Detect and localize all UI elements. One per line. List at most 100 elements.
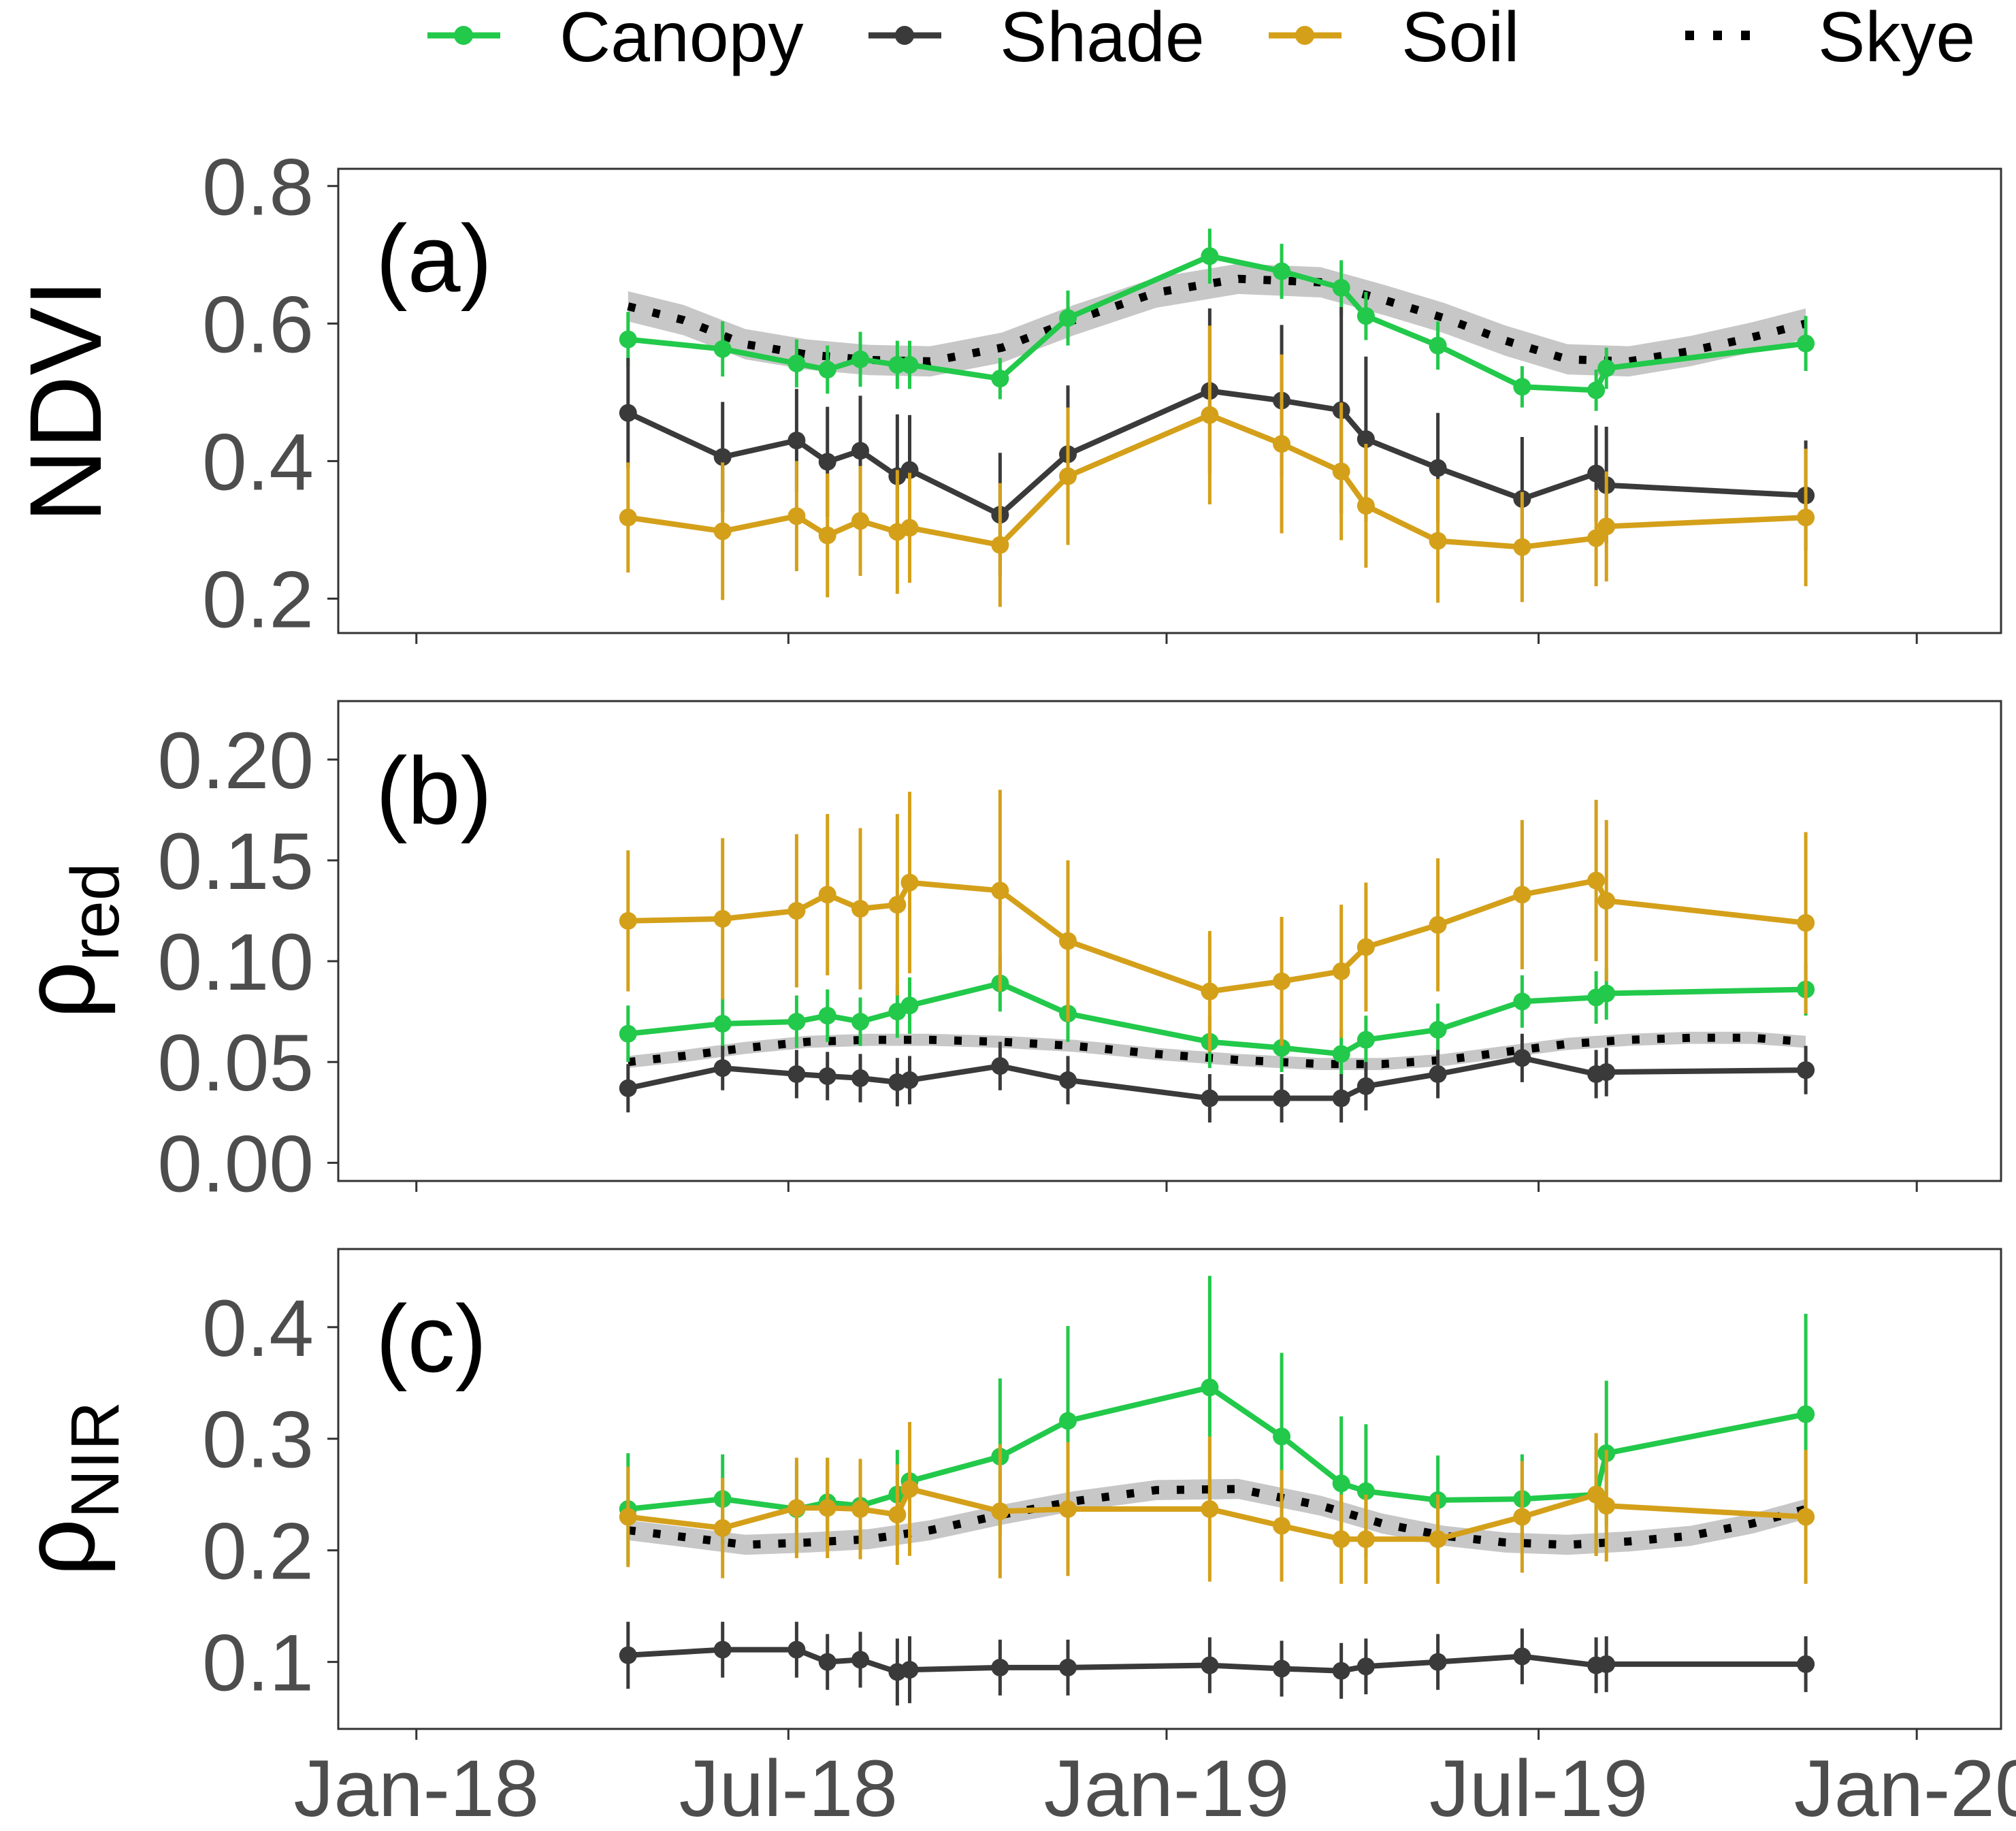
line-soil xyxy=(628,412,1806,550)
point-soil xyxy=(1587,871,1606,890)
point-shade xyxy=(1513,1647,1531,1666)
point-soil xyxy=(713,1519,732,1537)
point-shade xyxy=(900,1661,919,1679)
y-tick-label: 0.4 xyxy=(202,1284,314,1374)
point-canopy xyxy=(1332,278,1350,297)
series-shade xyxy=(619,1033,1815,1123)
point-soil xyxy=(1059,932,1077,950)
point-soil xyxy=(818,1499,836,1517)
legend: Canopy Shade Soil Skye xyxy=(427,0,1975,77)
point-soil xyxy=(1429,1530,1447,1549)
point-soil xyxy=(713,909,732,928)
point-soil xyxy=(1059,1500,1077,1519)
point-soil xyxy=(787,507,806,525)
legend-label-shade: Shade xyxy=(1000,0,1205,77)
point-soil xyxy=(991,536,1009,554)
point-shade xyxy=(991,1057,1009,1075)
point-shade xyxy=(787,1065,806,1084)
point-shade xyxy=(1273,1089,1291,1107)
skye-line xyxy=(628,1485,1807,1549)
point-soil xyxy=(1513,538,1531,556)
point-soil xyxy=(1429,916,1447,934)
point-canopy xyxy=(888,355,907,374)
plot-frame xyxy=(337,700,2002,1182)
series-shade xyxy=(619,1621,1815,1706)
point-canopy xyxy=(1797,334,1815,353)
point-canopy xyxy=(1201,1378,1219,1397)
point-canopy xyxy=(1059,309,1077,327)
y-tick-label: 0.6 xyxy=(202,280,314,370)
point-shade xyxy=(619,404,637,422)
point-canopy xyxy=(991,370,1009,388)
point-soil xyxy=(1356,938,1375,956)
point-soil xyxy=(991,1502,1009,1521)
point-shade xyxy=(851,442,870,460)
y-tick-label: 0.1 xyxy=(202,1619,314,1708)
point-canopy xyxy=(1797,1405,1815,1423)
point-shade xyxy=(1429,1065,1447,1084)
point-shade xyxy=(1273,1659,1291,1678)
panel-tag: (a) xyxy=(376,205,492,312)
plot-frame xyxy=(337,167,2002,634)
point-canopy xyxy=(713,1014,732,1033)
point-soil xyxy=(1797,913,1815,932)
y-axis-label: ρNIR xyxy=(1,1401,133,1577)
point-canopy xyxy=(1273,262,1291,280)
point-soil xyxy=(1201,1500,1219,1519)
point-canopy xyxy=(900,355,919,374)
point-soil xyxy=(818,526,836,545)
y-tick-label: 0.4 xyxy=(202,417,314,507)
point-soil xyxy=(1332,462,1350,481)
point-soil xyxy=(900,873,919,892)
legend-item-skye: Skye xyxy=(1685,0,1975,77)
point-canopy xyxy=(1597,359,1616,378)
panel-tag: (b) xyxy=(376,737,492,844)
y-tick-label: 0.2 xyxy=(202,555,314,645)
point-shade xyxy=(818,1067,836,1085)
point-soil xyxy=(787,1499,806,1517)
series-soil xyxy=(619,1422,1815,1584)
point-soil xyxy=(1059,467,1077,485)
point-shade xyxy=(787,1640,806,1659)
y-axis-label-symbol: ρ xyxy=(1,1519,116,1576)
y-tick-label: 0.05 xyxy=(157,1018,314,1108)
panel-nir-reflectance: 0.1 0.2 0.3 0.4 (c) ρNIR xyxy=(1,1248,2002,1740)
point-soil xyxy=(1273,972,1291,990)
point-canopy xyxy=(713,340,732,358)
point-soil xyxy=(1597,892,1616,910)
skye-band xyxy=(628,1478,1806,1555)
point-soil xyxy=(851,1500,870,1519)
point-shade xyxy=(1201,1656,1219,1674)
legend-label-soil: Soil xyxy=(1401,0,1519,77)
point-shade xyxy=(1356,1077,1375,1095)
point-shade xyxy=(1797,1061,1815,1080)
point-soil xyxy=(1201,406,1219,424)
point-shade xyxy=(851,1651,870,1669)
skye-line xyxy=(628,1033,1806,1069)
legend-item-shade: Shade xyxy=(868,0,1205,77)
point-soil xyxy=(888,1506,907,1524)
point-soil xyxy=(1273,435,1291,453)
point-canopy xyxy=(1059,1412,1077,1430)
point-shade xyxy=(818,1653,836,1671)
point-soil xyxy=(1273,1517,1291,1535)
point-canopy xyxy=(1201,247,1219,265)
panel-ndvi: 0.2 0.4 0.6 0.8 (a) NDVI xyxy=(8,142,2002,645)
series-soil xyxy=(619,325,1815,607)
point-soil xyxy=(1356,1530,1375,1549)
point-canopy xyxy=(900,996,919,1015)
series-soil xyxy=(619,790,1815,1052)
point-canopy xyxy=(619,330,637,349)
point-shade xyxy=(1356,1657,1375,1676)
y-tick-label: 0.20 xyxy=(157,716,314,806)
legend-item-canopy: Canopy xyxy=(427,0,803,77)
legend-label-skye: Skye xyxy=(1818,0,1975,77)
y-tick-label: 0.2 xyxy=(202,1507,314,1597)
point-canopy xyxy=(1513,378,1531,396)
point-shade xyxy=(787,432,806,450)
y-axis-label: NDVI xyxy=(8,279,123,523)
point-shade xyxy=(713,1059,732,1077)
point-soil xyxy=(1332,1530,1350,1549)
point-shade xyxy=(1513,1049,1531,1067)
